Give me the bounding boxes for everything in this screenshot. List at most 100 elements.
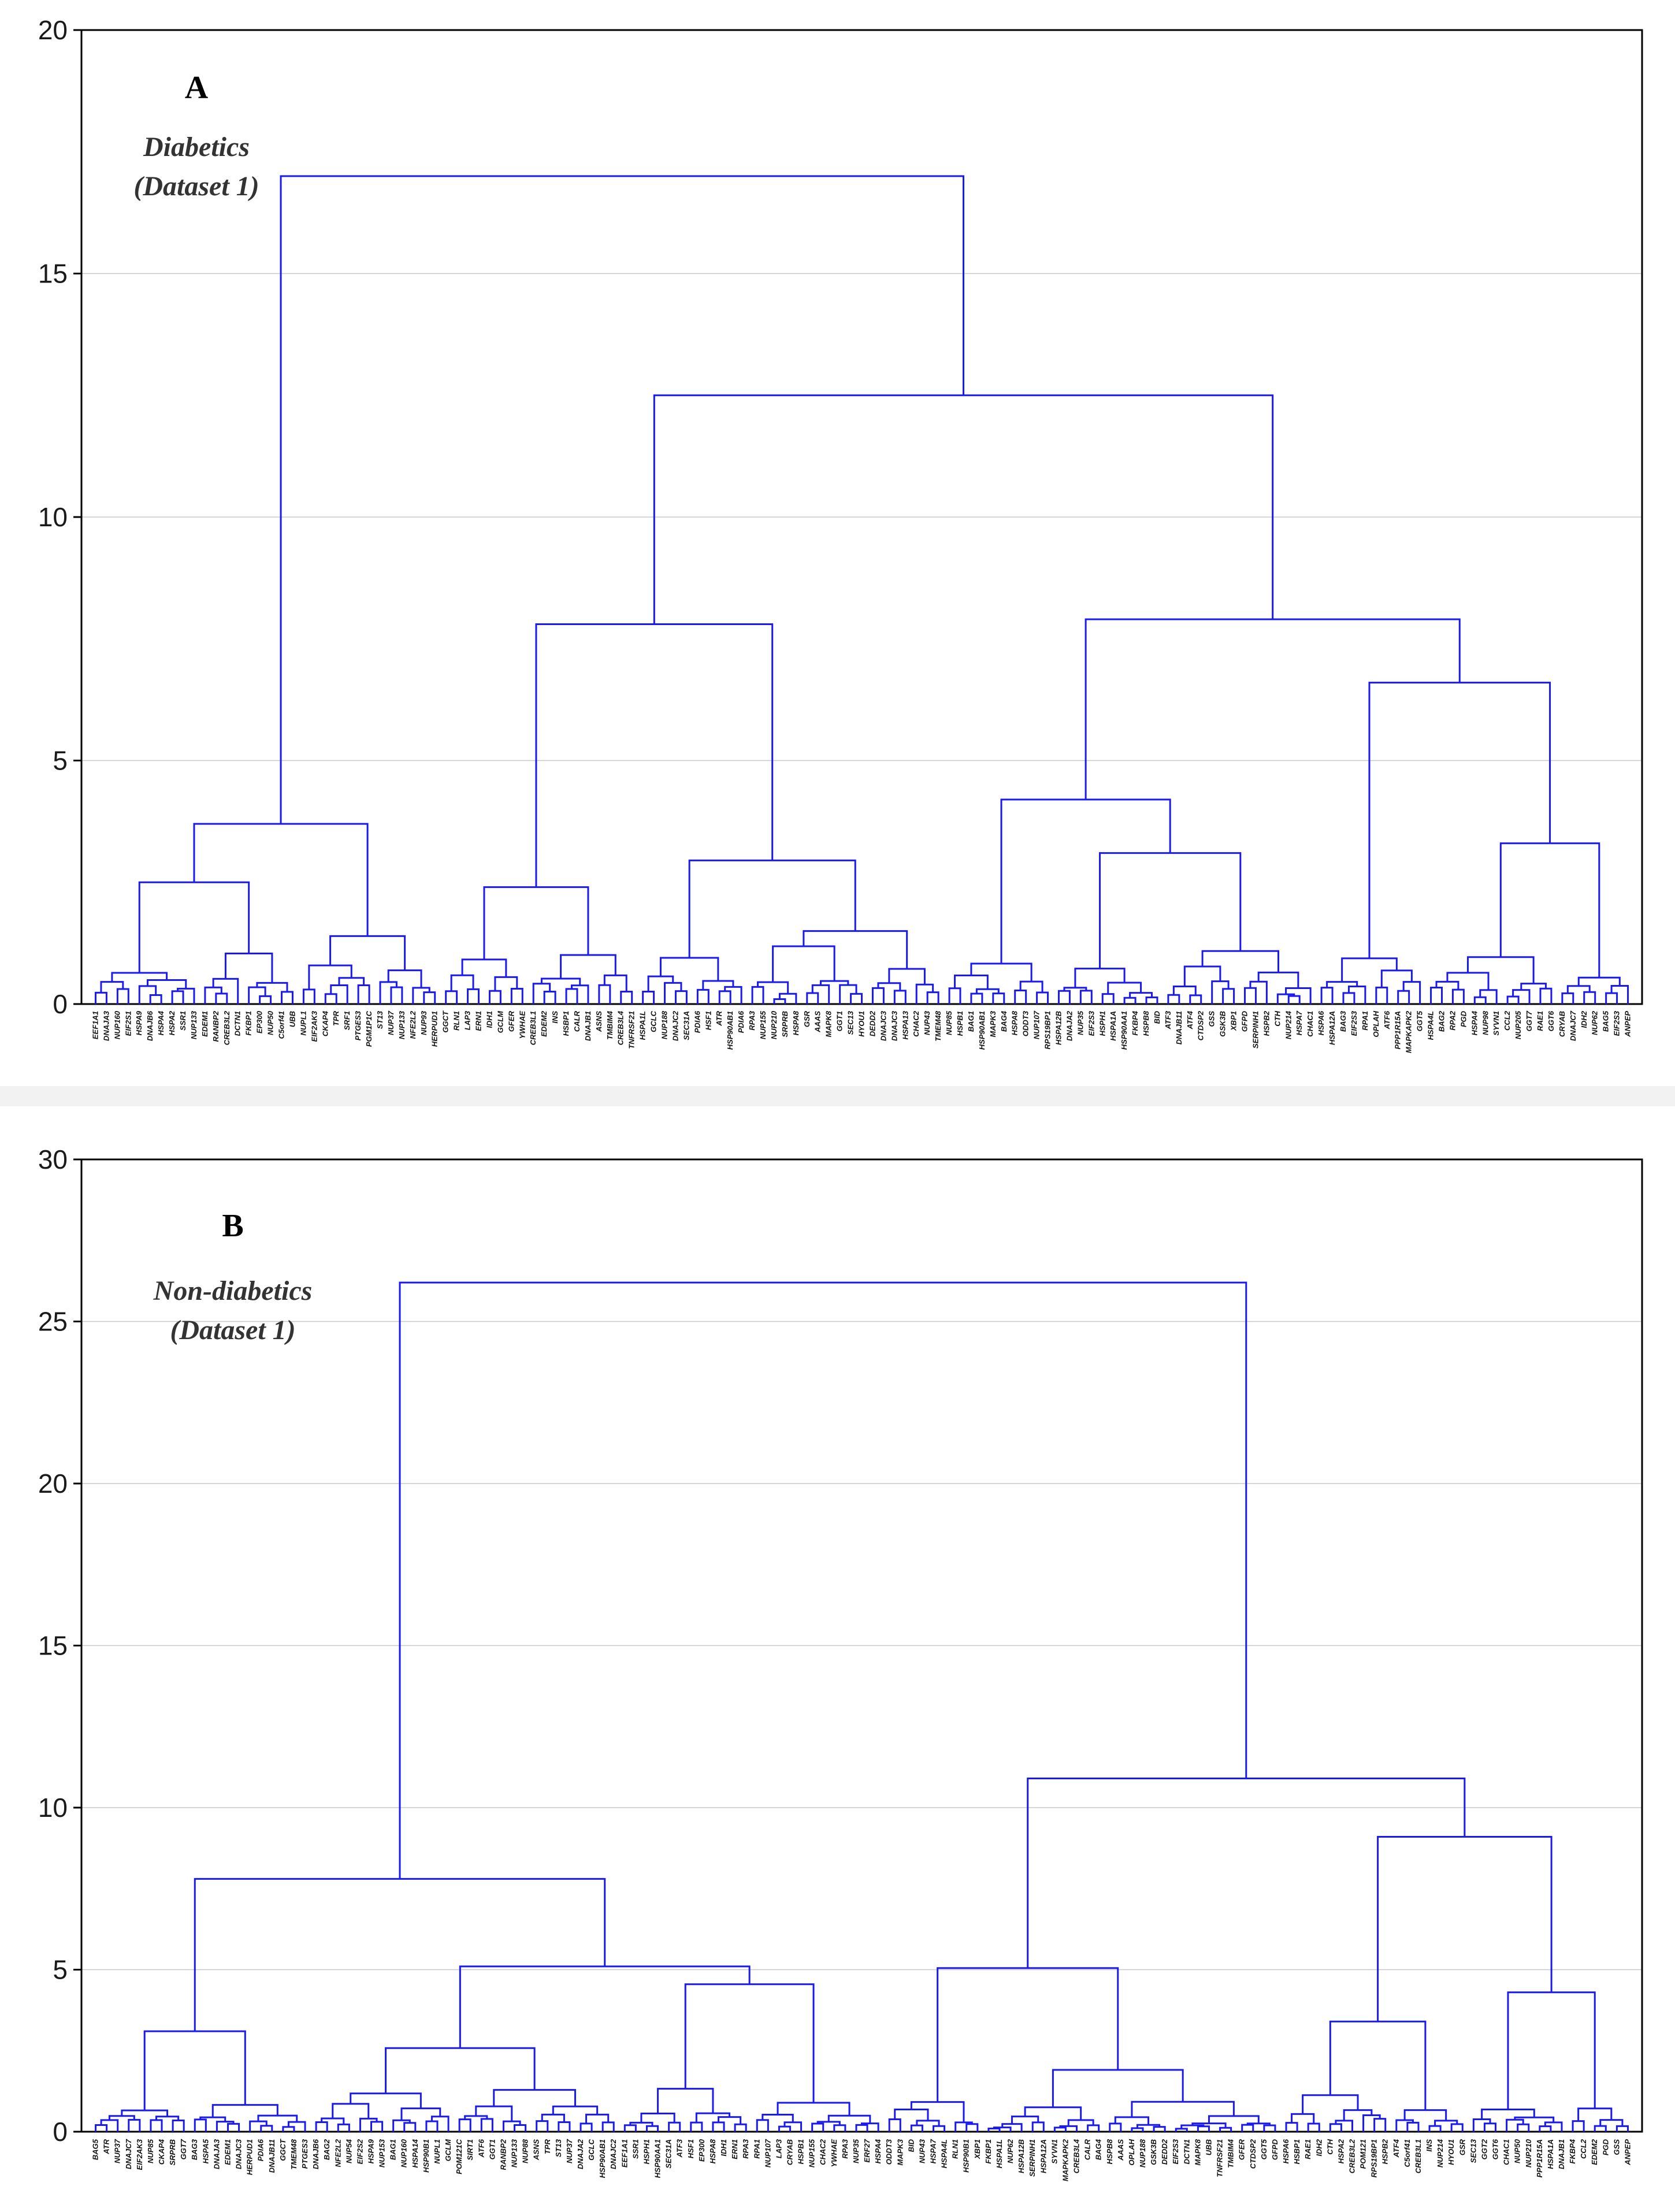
- dendro-a-merge-link-7: [146, 979, 187, 989]
- dendro-b-leaf-label-17: GGCT: [278, 2139, 287, 2161]
- dendro-a-merge-link-116: [1380, 969, 1413, 988]
- dendro-a-leaf-label-46: ASNS: [595, 1011, 603, 1032]
- dendro-b-leaf-label-50: HSPH1: [642, 2139, 651, 2164]
- dendro-a-leaf-label-87: RPS19BP1: [1043, 1011, 1052, 1049]
- dendro-b-ytick-label-1: 5: [53, 1955, 68, 1985]
- dendro-a-merge-link-14: [281, 991, 294, 1004]
- dendro-b-merge-link-2: [128, 2118, 141, 2132]
- dendro-b-merge-link-4: [150, 2119, 163, 2132]
- dendro-b-leaf-label-111: IDH2: [1314, 2139, 1323, 2156]
- dendro-a-merge-link-87: [1063, 987, 1087, 991]
- dendro-b-leaf-label-133: DNAJB1: [1557, 2139, 1566, 2169]
- dendro-b-leaf-label-120: CREB3L1: [1414, 2139, 1423, 2173]
- dendro-a-merge-link-62: [811, 984, 830, 1004]
- dendro-a-merge-link-124: [1506, 995, 1520, 1004]
- dendro-a-leaf-label-16: NUP50: [266, 1010, 275, 1035]
- dendro-a-merge-link-11: [212, 977, 239, 1004]
- dendro-a-merge-link-73: [803, 930, 908, 969]
- dendro-b-leaf-label-101: UBB: [1204, 2139, 1213, 2155]
- dendro-a-ytick-label-1: 5: [53, 746, 68, 776]
- dendro-a-leaf-label-38: GFER: [507, 1010, 515, 1032]
- dendro-b-merge-link-125: [1506, 2118, 1524, 2132]
- dendro-b-leaf-label-46: HSP90AB1: [598, 2139, 607, 2178]
- dendro-a-merge-link-120: [1435, 980, 1459, 990]
- dendro-b-merge-link-123: [1472, 2118, 1491, 2132]
- dendro-a-leaf-label-90: NUP35: [1076, 1010, 1085, 1035]
- dendro-a-leaf-label-0: EEF1A1: [91, 1011, 99, 1039]
- dendro-b-merge-link-44: [493, 2089, 576, 2107]
- dendro-a-leaf-label-1: DNAJA3: [102, 1010, 110, 1041]
- dendro-b-merge-link-104: [1052, 2069, 1184, 2107]
- dendro-b-merge-link-24: [332, 2103, 370, 2119]
- dendro-b-merge-link-117: [1428, 2125, 1442, 2132]
- dendro-a-leaf-label-2: NUP160: [113, 1010, 121, 1039]
- dendro-b-leaf-label-68: RPA3: [841, 2139, 849, 2158]
- dendro-b-leaf-label-62: LAP3: [774, 2139, 783, 2158]
- dendro-a-leaf-label-112: HSPA6: [1317, 1010, 1325, 1035]
- dendro-a-merge-link-26: [423, 991, 436, 1004]
- dendro-b-leaf-label-35: ATF6: [477, 2139, 485, 2158]
- dendro-a-merge-link-38: [543, 991, 556, 1004]
- dendro-b-merge-link-21: [321, 2117, 345, 2125]
- dendro-b-merge-link-99: [1241, 2124, 1254, 2132]
- dendro-b-merge-link-19: [315, 2121, 328, 2132]
- dendro-b-merge-link-9: [226, 2122, 240, 2132]
- dendro-a-merge-link-128: [1466, 956, 1535, 984]
- dendro-b-leaf-label-78: RLN1: [951, 2139, 960, 2159]
- dendro-a-merge-link-42: [540, 977, 581, 986]
- dendro-a-leaf-label-15: EP300: [255, 1010, 264, 1033]
- dendro-a-leaf-label-21: CKAP4: [321, 1010, 329, 1036]
- dendro-b-title: Non-diabetics: [153, 1276, 313, 1306]
- dendro-b-merge-link-12: [260, 2125, 273, 2132]
- dendro-a-leaf-label-109: NUP214: [1284, 1010, 1293, 1039]
- dendro-b-leaf-label-57: IDH1: [719, 2139, 728, 2157]
- dendro-a-merge-link-81: [1014, 989, 1027, 1004]
- dendro-b-merge-link-102: [1208, 2115, 1260, 2124]
- dendro-a-merge-link-76: [948, 987, 961, 1004]
- dendro-a-merge-link-90: [1145, 996, 1158, 1004]
- dendro-a-leaf-label-71: DEDD2: [868, 1010, 877, 1036]
- dendro-a-merge-link-45: [603, 974, 627, 992]
- dendro-b-merge-link-50: [640, 2113, 675, 2123]
- dendro-a-leaf-label-4: HSPA9: [135, 1010, 143, 1035]
- dendro-a-leaf-label-8: SSR1: [179, 1011, 187, 1031]
- dendro-a-merge-link-121: [1473, 996, 1487, 1004]
- dendro-a-merge-link-77: [970, 992, 983, 1004]
- dendro-a-merge-link-101: [1249, 980, 1268, 1004]
- dendro-a-merge-link-137: [1085, 618, 1461, 800]
- dendro-a-leaf-label-58: HSP90AB1: [726, 1011, 734, 1050]
- dendro-a-merge-link-117: [1341, 957, 1398, 982]
- dendro-a-leaf-label-79: HSPB1: [956, 1011, 964, 1036]
- dendro-a-leaf-label-41: EDEM2: [540, 1010, 548, 1037]
- dendro-b-leaf-label-134: FKBP4: [1568, 2139, 1577, 2163]
- dendro-b-merge-link-49: [668, 2121, 681, 2132]
- dendro-b-merge-link-74: [916, 2120, 940, 2127]
- dendro-a-leaf-label-106: SERPINH1: [1251, 1011, 1260, 1049]
- dendro-b-leaf-label-1: ATR: [102, 2139, 111, 2154]
- dendro-b-merge-link-61: [811, 2122, 824, 2132]
- dendro-b-merge-link-101: [1246, 2122, 1271, 2126]
- dendro-b-leaf-label-43: NUP37: [565, 2139, 574, 2163]
- dendro-a-merge-link-6: [177, 987, 195, 1004]
- dendro-a-leaf-label-68: GGT1: [835, 1011, 844, 1031]
- dendro-b-merge-link-80: [993, 2127, 1012, 2132]
- dendro-b-leaf-label-5: NUP85: [146, 2139, 155, 2163]
- dendro-b-merge-link-23: [359, 2117, 378, 2132]
- dendro-a-leaf-label-136: IDH2: [1580, 1010, 1588, 1028]
- dendro-a-leaf-label-107: HSPB2: [1262, 1010, 1271, 1036]
- dendro-b-merge-link-38: [558, 2121, 571, 2132]
- dendro-a-leaf-label-92: HSPH1: [1098, 1011, 1106, 1036]
- dendro-a-merge-link-59: [778, 992, 797, 1004]
- dendro-a-leaf-label-12: CREB3L2: [222, 1010, 231, 1045]
- dendro-b-leaf-label-91: BAG4: [1094, 2139, 1103, 2160]
- dendro-b-merge-link-31: [458, 2118, 471, 2132]
- dendro-a-leaf-label-130: NUP205: [1514, 1010, 1522, 1039]
- dendro-b-leaf-label-11: DNAJA3: [212, 2139, 221, 2169]
- dendro-a-merge-link-119: [1451, 988, 1465, 1004]
- dendro-b-merge-link-114: [1302, 2094, 1359, 2114]
- dendro-b-leaf-label-132: HSPA1A: [1546, 2139, 1555, 2169]
- dendro-a-leaf-label-24: PTGES3: [354, 1010, 362, 1040]
- dendro-a-merge-link-126: [1539, 987, 1553, 1004]
- dendro-a-leaf-label-122: HSPA4L: [1427, 1011, 1435, 1040]
- dendro-b-leaf-label-127: GGT6: [1491, 2139, 1500, 2159]
